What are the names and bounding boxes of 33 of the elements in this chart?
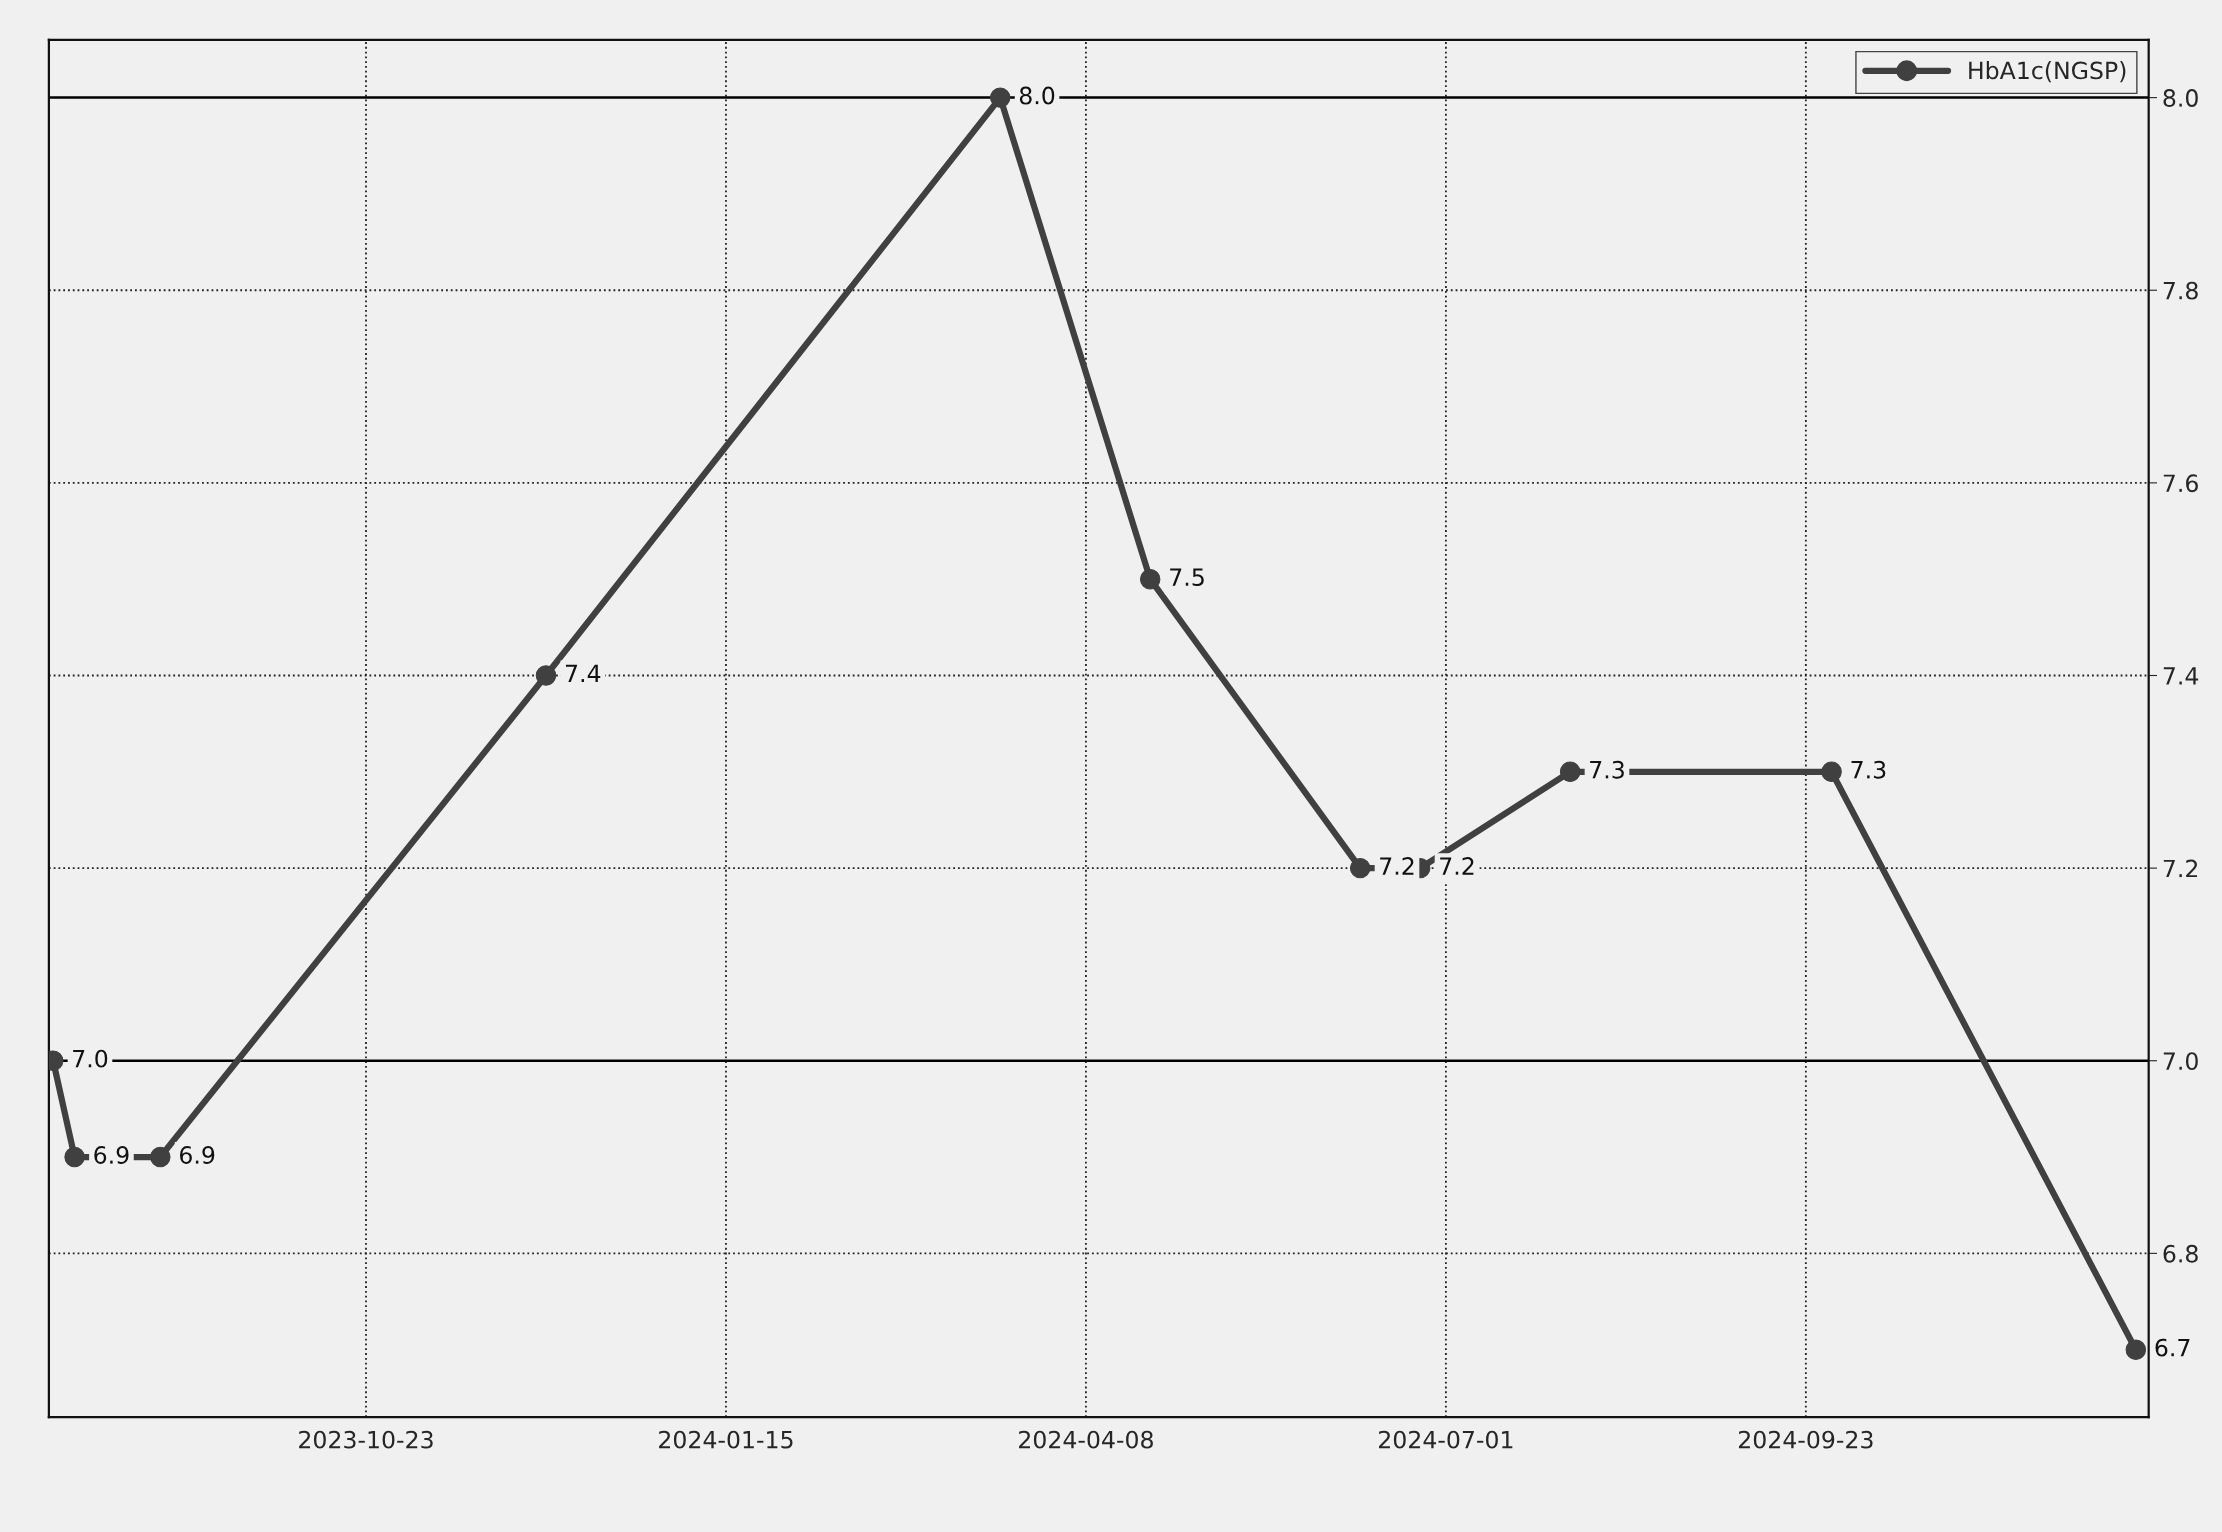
point <box>2125 1339 2147 1360</box>
data-label: 6.9 <box>180 1146 215 1164</box>
point <box>535 665 557 686</box>
y-tick-label: 7.0 <box>2163 1052 2198 1071</box>
x-tick-label: 2024-07-01 <box>1379 1430 1513 1449</box>
y-tick-label: 7.2 <box>2163 859 2198 878</box>
y-tick-label: 7.6 <box>2163 474 2198 493</box>
y-tick-label: 6.8 <box>2163 1244 2198 1263</box>
data-label: 7.5 <box>1170 568 1204 587</box>
y-tick-label: 8.0 <box>2163 89 2198 107</box>
point <box>1821 761 1842 783</box>
point <box>150 1146 171 1168</box>
point <box>989 87 1011 108</box>
data-label: 7.2 <box>1380 857 1414 875</box>
data-label: 6.7 <box>2155 1338 2190 1357</box>
x-tick-label: 2023-10-23 <box>299 1430 433 1449</box>
data-label: 8.0 <box>1019 86 1055 105</box>
x-tick-label: 2024-04-08 <box>1019 1430 1153 1449</box>
x-tick-label: 2024-09-23 <box>1738 1430 1873 1449</box>
point <box>1139 568 1161 590</box>
data-label: 7.2 <box>1440 857 1474 875</box>
y-tick-label: 7.4 <box>2163 667 2199 685</box>
data-label: 7.0 <box>73 1049 108 1068</box>
y-tick-label: 7.8 <box>2163 281 2198 300</box>
point <box>1559 761 1581 783</box>
data-label: 7.3 <box>1851 760 1886 779</box>
data-label: 7.4 <box>565 664 601 683</box>
x-tick-label: 2024-01-15 <box>659 1430 793 1449</box>
data-label: 7.3 <box>1590 760 1624 779</box>
point <box>1349 857 1371 879</box>
point <box>64 1146 85 1168</box>
data-label: 6.9 <box>94 1146 129 1164</box>
legend-label: HbA1c(NGSP) <box>1969 61 2126 83</box>
